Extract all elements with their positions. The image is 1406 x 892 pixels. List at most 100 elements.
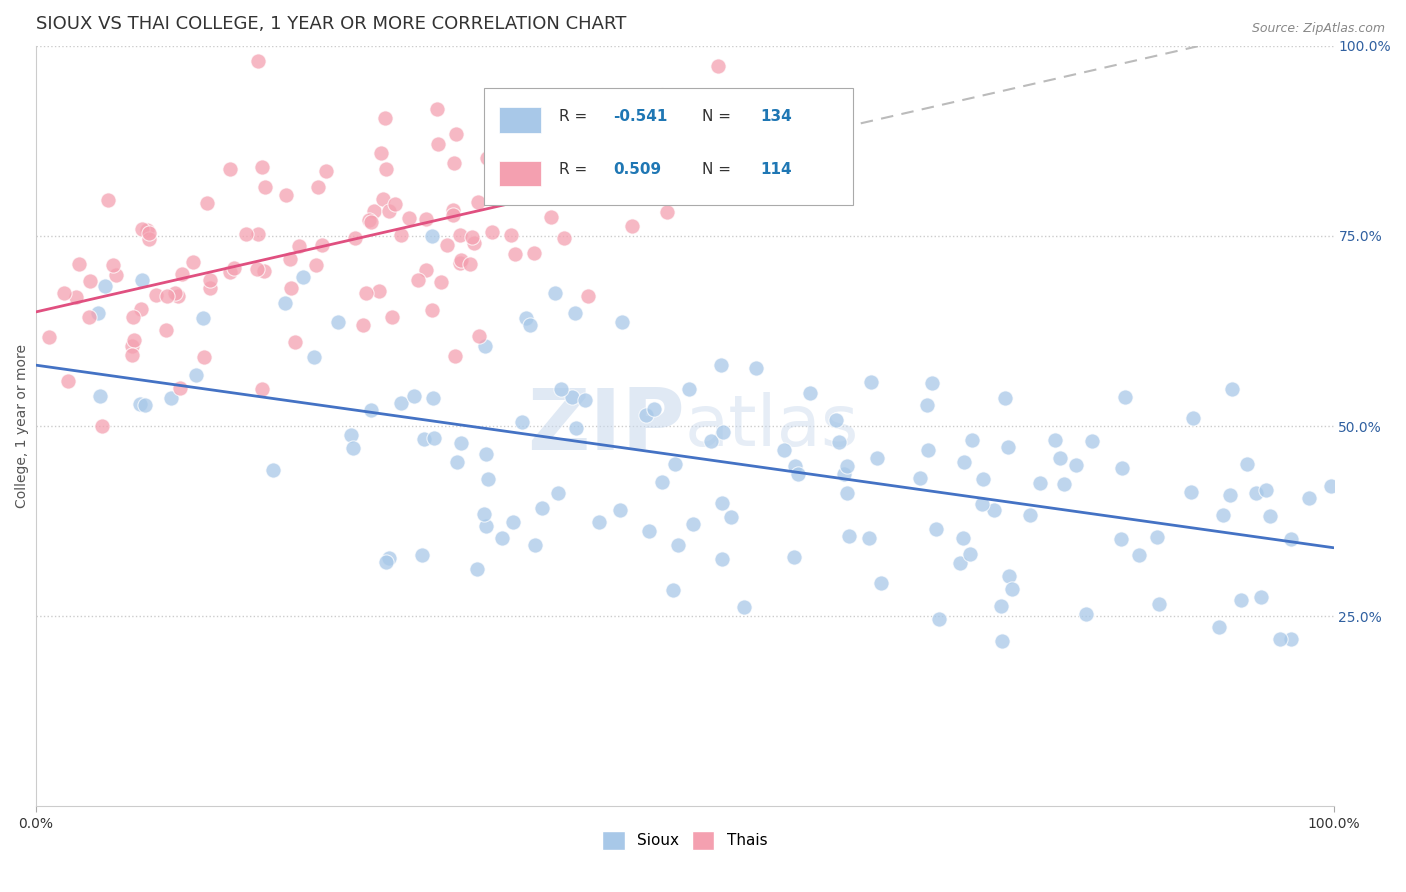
Point <box>378 203 401 218</box>
Y-axis label: College, 1 year or more: College, 1 year or more <box>15 344 30 508</box>
Point <box>381 310 404 324</box>
Text: 114: 114 <box>761 162 792 178</box>
Point <box>915 398 938 412</box>
Point <box>524 538 547 552</box>
Point <box>832 467 855 481</box>
Point <box>710 359 733 373</box>
Point <box>773 443 796 458</box>
Point <box>384 197 406 211</box>
Point <box>443 156 465 170</box>
Point <box>121 348 143 362</box>
Point <box>1180 485 1202 500</box>
Point <box>302 350 325 364</box>
Point <box>1109 532 1132 546</box>
Point <box>167 288 190 302</box>
Point <box>475 519 498 533</box>
Point <box>637 187 659 202</box>
Point <box>636 408 658 422</box>
Point <box>707 59 730 73</box>
Text: atlas: atlas <box>685 392 859 460</box>
Point <box>858 531 880 545</box>
Point <box>284 334 307 349</box>
Point <box>218 161 240 176</box>
Point <box>138 232 160 246</box>
Point <box>420 303 443 318</box>
Point <box>193 351 215 365</box>
Point <box>547 486 569 500</box>
Point <box>468 329 491 343</box>
Point <box>370 146 392 161</box>
Point <box>458 257 481 271</box>
Point <box>870 575 893 590</box>
Point <box>501 227 523 242</box>
Point <box>574 392 596 407</box>
Point <box>1244 485 1267 500</box>
Point <box>465 562 488 576</box>
Point <box>682 517 704 532</box>
Point <box>502 515 524 529</box>
Point <box>444 349 467 363</box>
Point <box>398 211 420 225</box>
Point <box>1320 479 1343 493</box>
FancyBboxPatch shape <box>484 87 853 205</box>
Point <box>515 311 537 326</box>
Point <box>519 160 541 174</box>
Point <box>540 210 562 224</box>
Point <box>612 315 634 329</box>
Point <box>360 215 382 229</box>
Point <box>246 261 269 276</box>
Point <box>828 434 851 449</box>
Point <box>67 257 90 271</box>
Point <box>406 273 429 287</box>
FancyBboxPatch shape <box>499 107 541 133</box>
Point <box>799 385 821 400</box>
Point <box>1220 382 1243 396</box>
Point <box>413 432 436 446</box>
Point <box>274 187 297 202</box>
Point <box>657 205 679 219</box>
Point <box>494 100 516 114</box>
Point <box>1258 509 1281 524</box>
Point <box>326 315 349 329</box>
Point <box>138 226 160 240</box>
Point <box>360 403 382 417</box>
FancyBboxPatch shape <box>499 161 541 186</box>
Point <box>165 285 187 300</box>
Point <box>620 219 643 234</box>
Point <box>1128 548 1150 562</box>
Point <box>626 119 648 133</box>
Point <box>58 374 80 388</box>
Point <box>564 420 586 434</box>
Point <box>952 455 974 469</box>
Point <box>250 382 273 396</box>
Point <box>1053 477 1076 491</box>
Point <box>474 447 496 461</box>
Text: 0.509: 0.509 <box>613 162 661 178</box>
Point <box>838 529 860 543</box>
Point <box>378 550 401 565</box>
Point <box>235 227 257 241</box>
Text: N =: N = <box>702 162 735 178</box>
Point <box>544 286 567 301</box>
Point <box>783 550 806 565</box>
Point <box>921 376 943 390</box>
Point <box>367 284 389 298</box>
Point <box>1064 458 1087 472</box>
Point <box>463 235 485 250</box>
Point <box>1254 483 1277 497</box>
Point <box>1212 508 1234 522</box>
Point <box>745 360 768 375</box>
Point <box>693 169 716 183</box>
Point <box>637 524 659 538</box>
Point <box>404 389 426 403</box>
Point <box>1081 434 1104 448</box>
Point <box>305 258 328 272</box>
Point <box>420 228 443 243</box>
Point <box>643 402 665 417</box>
Point <box>186 368 208 383</box>
Text: Source: ZipAtlas.com: Source: ZipAtlas.com <box>1251 22 1385 36</box>
Point <box>461 230 484 244</box>
Point <box>662 583 685 598</box>
Point <box>651 475 673 489</box>
Point <box>1111 461 1133 475</box>
